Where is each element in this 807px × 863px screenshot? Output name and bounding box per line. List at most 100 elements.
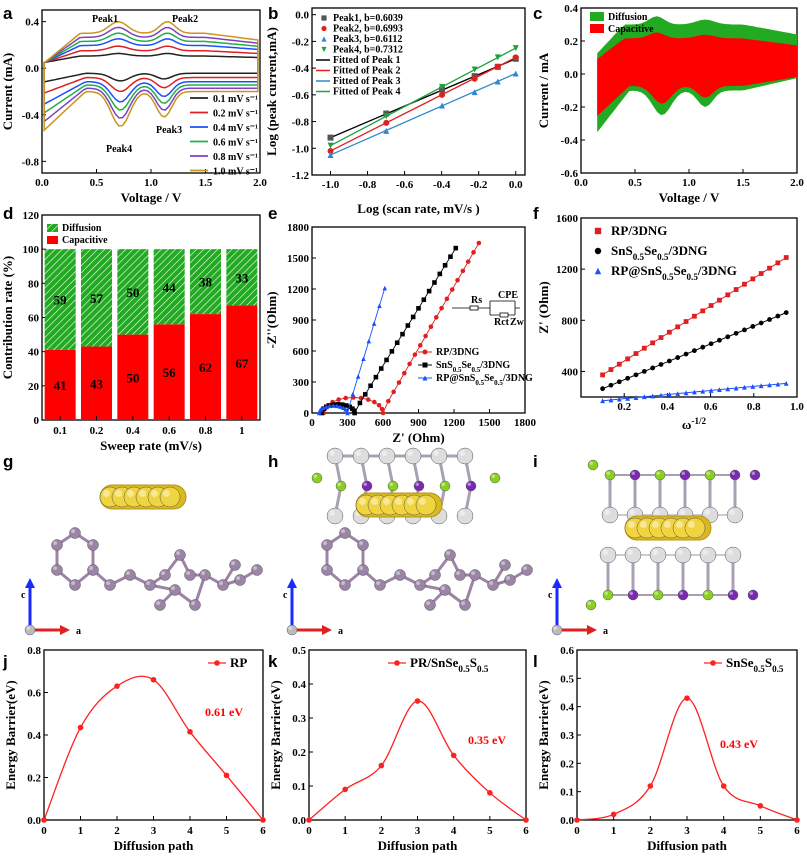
d-bar-label-diffusion: 57 [90,291,104,306]
panel-label-k: k [268,652,278,671]
j-xtick-label: 1 [78,825,84,837]
a-peak1: Peak1 [92,14,118,25]
h-na-chain-atom-shine [359,498,366,505]
panel-l-frame [576,649,798,821]
k-point [450,752,457,759]
e-point [476,240,482,246]
g-na-chain-atom-shine [127,490,134,497]
i-top-layer-chalcogen-shine [731,471,735,475]
f-point [666,391,672,397]
h-phosphorus-atom [374,579,386,591]
g-phosphorus-atom [51,564,63,576]
e-point [377,303,382,309]
f-point [608,367,614,372]
d-bar-diffusion [81,249,112,347]
k-legend-label: PR/SnSe0.5S0.5 [410,655,489,674]
j-xtick-label: 4 [187,825,193,837]
l-ytick-label: 0.4 [560,702,574,714]
b-legend-marker [321,25,327,32]
g-phosphorus-atom [87,564,99,576]
d-bar-label-diffusion: 38 [199,275,213,290]
f-xlabel: ω-1/2 [682,416,707,432]
h-snse-layer-chalcogen [413,480,425,492]
panel-label-b: b [268,4,278,23]
k-ytick-label: 0.4 [292,679,306,691]
g-phosphorus-atom-shine [186,571,190,575]
l-xtick-label: 4 [721,825,727,837]
i-top-layer-chalcogen-shine [656,471,660,475]
f-legend-label: RP@SnS0.5Se0.5/3DNG [611,263,737,282]
e-point [389,349,395,354]
f-point [725,334,731,340]
e-point [357,400,363,406]
g-phosphorus-atom [104,579,116,591]
h-phosphorus-atom-shine [323,566,328,570]
d-bar-capacitive [81,346,112,420]
e-point [344,403,349,408]
e-point [336,397,341,402]
b-fit-line [330,47,517,147]
d-bar-label-capacitive: 50 [126,370,139,385]
b-legend-marker [321,15,327,21]
e-point [391,389,396,395]
b-ytick-label: 0.0 [295,10,309,22]
e-point [323,404,329,409]
f-point [616,396,622,402]
b-point [439,91,446,98]
h-na-chain-atom-shine [395,498,402,505]
f-ylabel: Z' (Ohm) [536,281,551,333]
b-point [512,54,519,61]
k-xlabel: Diffusion path [378,838,459,853]
e-point [433,315,439,320]
h-snse-layer-sn-shine [381,450,388,457]
c-xtick-label: 1.5 [736,177,750,189]
h-phosphorus-atom [339,527,351,539]
d-ytick-label: 100 [23,244,40,256]
panel-label-e: e [268,204,277,223]
f-point [608,382,614,388]
f-point [742,384,747,390]
h-phosphorus-atom [454,569,466,581]
g-axes-origin-shine [26,626,30,630]
e-ytick-label: 600 [293,346,310,358]
c-ytick-label: -0.4 [561,135,579,147]
f-point [717,387,722,393]
h-phosphorus-atom-shine [426,601,431,605]
h-phosphorus-atom-shine [431,571,436,575]
f-point [767,382,772,388]
b-fit-line [330,72,517,156]
g-phosphorus-atom-shine [89,566,93,570]
h-snse-layer-sn [456,507,474,525]
a-legend-label: 0.6 mV s⁻¹ [213,138,258,149]
l-ytick-label: 0.2 [560,758,574,770]
l-ytick-label: 0.6 [560,645,574,657]
l-point [574,817,580,823]
l-legend-label: SnSe0.5S0.5 [726,655,784,674]
f-point [658,362,664,367]
b-point [327,142,334,149]
l-xtick-label: 6 [794,825,800,837]
h-na-chain-atom-shine [407,498,414,505]
f-point [625,375,631,381]
f-point [733,287,739,292]
e-point [417,343,423,348]
k-xtick-label: 3 [415,825,421,837]
f-point [683,390,689,396]
i-bottom-layer-chalcogen [602,589,614,601]
h-snse-layer-sn [352,447,370,465]
g-phosphorus-atom [169,584,181,596]
j-ytick-label: 0.4 [27,730,41,742]
i-top-layer-sn [726,506,744,524]
e-point [352,410,357,416]
f-point [683,319,689,324]
d-ytick-label: 80 [28,278,40,290]
a-ytick-label: -0.8 [22,156,40,168]
e-ytick-label: 1200 [287,284,310,296]
d-bar-diffusion [153,249,185,325]
h-snse-layer-sn [404,447,422,465]
b-point [439,102,446,109]
i-top-layer-chalcogen [729,469,741,481]
b-legend-label: Peak1, b=0.6039 [333,13,403,24]
h-snse-layer-chalcogen-shine [389,482,393,486]
e-point [396,380,402,385]
